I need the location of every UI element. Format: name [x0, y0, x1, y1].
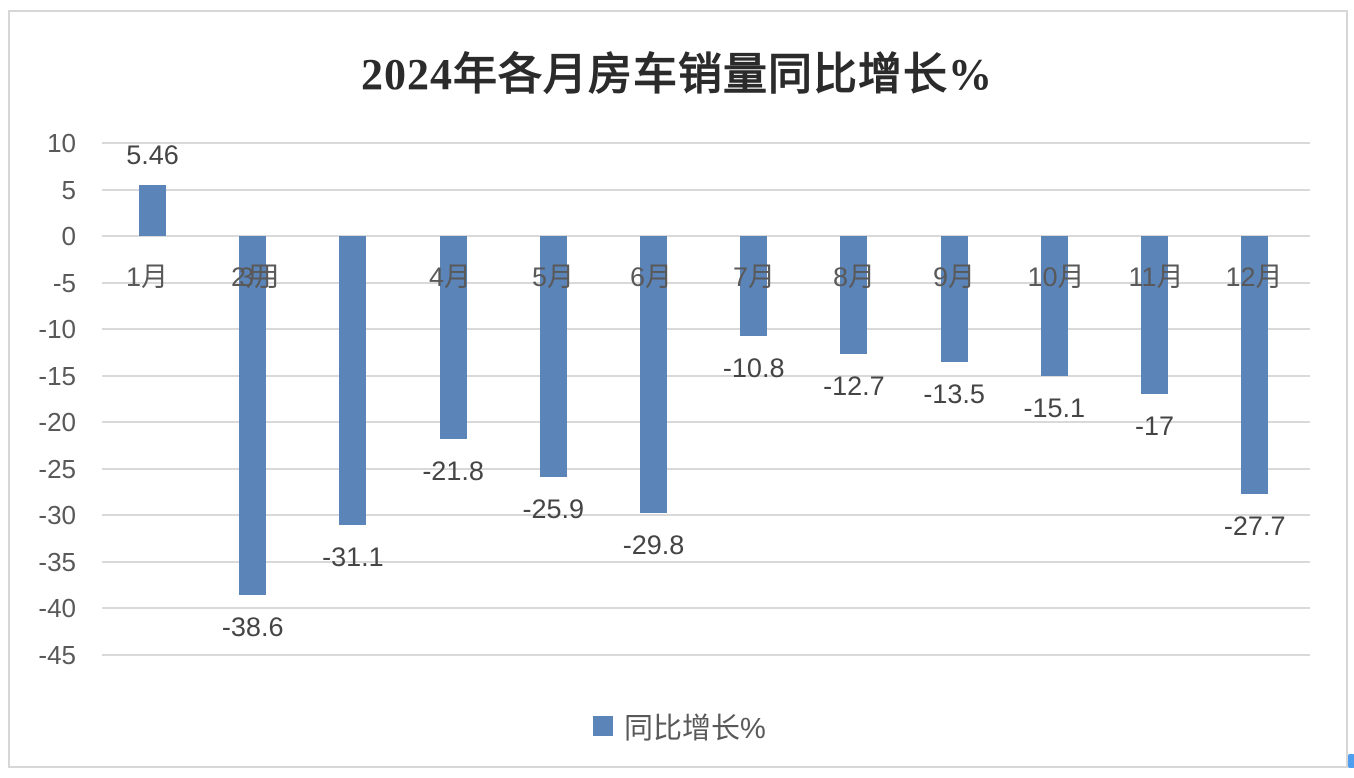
- bar-value-label: -12.7: [823, 371, 885, 402]
- bar-10月: [1040, 236, 1068, 377]
- y-axis-tick-label: -30: [38, 500, 76, 530]
- gridline: [102, 467, 1310, 470]
- x-axis-label-4月: 4月: [428, 262, 472, 292]
- bar-11月: [1141, 236, 1168, 395]
- bar-value-label: -21.8: [422, 455, 484, 486]
- bar-value-label: 5.46: [126, 140, 179, 171]
- x-axis-label-6月: 6月: [629, 262, 673, 292]
- y-axis-tick-label: -20: [38, 407, 76, 437]
- bar-value-label: -10.8: [722, 353, 785, 384]
- x-axis-label-9月: 9月: [932, 262, 976, 292]
- bar-value-label: -25.9: [522, 493, 585, 524]
- bar-value-label: -15.1: [1023, 393, 1086, 424]
- chart-title: 2024年各月房车销量同比增长%: [361, 50, 993, 99]
- gridline: [102, 142, 1310, 144]
- x-axis-label-12月: 12月: [1225, 262, 1283, 292]
- gridline: [102, 374, 1310, 377]
- bar-7月: [740, 236, 768, 337]
- bar-value-label: -29.8: [622, 530, 685, 561]
- bar-5月: [539, 236, 567, 477]
- bar-value-label: -13.5: [923, 378, 985, 409]
- bar-9月: [940, 236, 968, 362]
- y-axis-tick-label: -25: [38, 453, 76, 484]
- y-axis-tick-label: 5: [61, 174, 76, 205]
- bar-value-label: -17: [1134, 411, 1175, 442]
- bar-1月: [139, 185, 166, 236]
- corner-cursor-mark: [1348, 754, 1354, 768]
- bar-6月: [640, 236, 667, 514]
- gridline: [102, 328, 1310, 330]
- x-axis-label-11月: 11月: [1128, 262, 1184, 292]
- gridline: [102, 653, 1310, 656]
- gridline: [102, 560, 1310, 563]
- bar-4月: [439, 236, 467, 439]
- bar-8月: [840, 236, 868, 355]
- bar-value-label: -38.6: [221, 611, 284, 642]
- legend-swatch-icon: [593, 716, 613, 736]
- bar-value-label: -27.7: [1223, 510, 1286, 541]
- gridline: [102, 188, 1310, 191]
- y-axis-tick-label: -15: [38, 360, 76, 391]
- y-axis-tick-label: 0: [61, 221, 76, 251]
- gridline: [102, 281, 1310, 284]
- bar-2月: [239, 236, 267, 595]
- gridline: [102, 235, 1310, 237]
- legend-label: 同比增长%: [624, 713, 766, 745]
- y-axis-tick-label: -45: [38, 639, 76, 670]
- y-axis-tick-label: -10: [38, 314, 76, 344]
- x-axis-label-7月: 7月: [732, 262, 776, 292]
- bar-3月: [339, 236, 367, 526]
- gridline: [102, 607, 1310, 609]
- bar-value-label: -31.1: [322, 542, 384, 573]
- y-axis-tick-label: -40: [38, 593, 76, 623]
- x-axis-label-5月: 5月: [531, 262, 575, 292]
- gridline: [102, 421, 1310, 423]
- x-axis-label-2月: 2月: [230, 262, 274, 292]
- x-axis-label-1月: 1月: [125, 262, 169, 292]
- gridline: [102, 514, 1310, 516]
- x-axis-label-10月: 10月: [1027, 262, 1085, 292]
- y-axis-tick-label: -5: [52, 267, 76, 298]
- bar-12月: [1241, 236, 1269, 494]
- x-axis-label-3月: 3月: [238, 262, 282, 292]
- y-axis-tick-label: -35: [38, 546, 76, 577]
- x-axis-label-8月: 8月: [832, 262, 876, 292]
- y-axis-tick-label: 10: [47, 128, 76, 158]
- legend: 同比增长%: [593, 705, 766, 747]
